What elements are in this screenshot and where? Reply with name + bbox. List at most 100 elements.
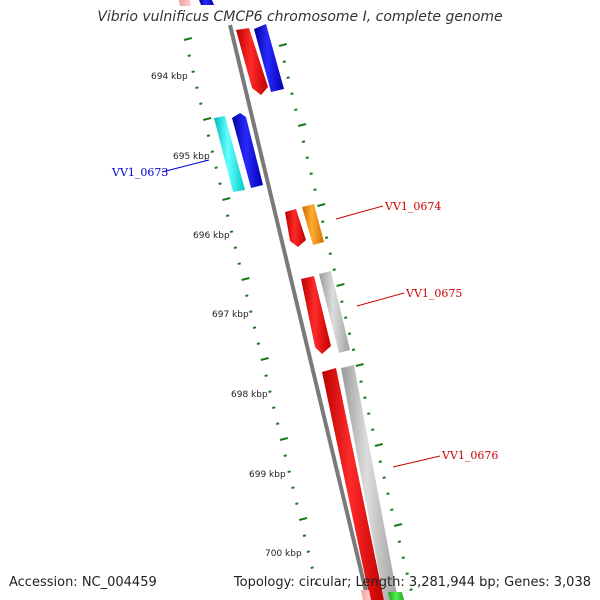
minor-tick [401, 556, 406, 559]
major-tick [336, 283, 345, 287]
gene-feature-gray[interactable] [341, 365, 398, 600]
major-tick [241, 277, 250, 281]
major-tick [260, 357, 269, 361]
major-tick [279, 437, 289, 441]
minor-tick [225, 214, 230, 217]
scale-label: 698 kbp [231, 390, 268, 400]
gene-feature-blue[interactable] [254, 24, 284, 92]
chromosome-backbone [228, 24, 370, 600]
minor-tick [359, 380, 363, 383]
major-tick [355, 363, 364, 367]
scale-label: 700 kbp [265, 549, 302, 559]
minor-tick [256, 342, 261, 345]
major-tick [297, 123, 307, 127]
minor-tick [218, 182, 222, 185]
callout-leader-line [392, 455, 441, 468]
gene-label-vv1-0675[interactable]: VV1_0675 [405, 287, 462, 300]
minor-tick-marks-inner [183, 37, 318, 585]
minor-tick [233, 246, 238, 249]
scale-label: 699 kbp [249, 470, 286, 480]
minor-tick [287, 470, 291, 473]
minor-tick [195, 86, 199, 89]
minor-tick [351, 348, 356, 351]
gene-feature-blue[interactable] [232, 113, 263, 188]
scale-label: 695 kbp [173, 152, 210, 162]
minor-tick [320, 220, 325, 223]
minor-tick [332, 268, 336, 271]
minor-tick [305, 156, 310, 159]
gene-feature-red[interactable] [322, 368, 384, 600]
gene-feature-green[interactable] [388, 592, 404, 600]
minor-tick [206, 134, 211, 137]
minor-tick [313, 188, 317, 191]
gene-feature-orange[interactable] [302, 204, 324, 245]
scale-labels: 694 kbp 695 kbp 696 kbp 697 kbp 698 kbp … [151, 72, 302, 559]
scale-label: 696 kbp [193, 231, 230, 241]
minor-tick [214, 166, 218, 169]
minor-tick [301, 140, 306, 143]
minor-tick [390, 508, 394, 511]
scale-label: 694 kbp [151, 72, 188, 82]
minor-tick [210, 150, 215, 153]
minor-tick [306, 550, 311, 553]
minor-tick [310, 566, 314, 569]
minor-tick [249, 310, 253, 313]
major-tick [278, 43, 288, 47]
gene-feature-red[interactable] [285, 209, 306, 247]
gene-features[interactable] [179, 0, 404, 600]
minor-tick [324, 236, 329, 239]
minor-tick [409, 588, 413, 591]
minor-tick [294, 108, 298, 111]
genome-summary-text: Topology: circular; Length: 3,281,944 bp… [233, 575, 591, 590]
minor-tick [344, 316, 348, 319]
minor-tick [272, 406, 276, 409]
minor-tick [363, 396, 367, 399]
minor-tick [382, 476, 386, 479]
minor-tick [245, 294, 249, 297]
minor-tick [386, 492, 390, 495]
minor-tick [229, 230, 234, 233]
major-tick [298, 517, 308, 521]
minor-tick [286, 76, 290, 79]
minor-tick [268, 390, 272, 393]
accession-text: Accession: NC_004459 [9, 575, 157, 590]
minor-tick [275, 422, 280, 425]
minor-tick [191, 70, 195, 73]
major-tick [222, 197, 231, 201]
minor-tick [314, 582, 318, 585]
minor-tick [367, 412, 371, 415]
gene-feature-cyan[interactable] [214, 116, 245, 192]
gene-label-vv1-0673[interactable]: VV1_0673 [111, 166, 168, 179]
minor-tick [291, 486, 295, 489]
major-tick [317, 203, 326, 207]
gene-feature-pink[interactable] [361, 590, 371, 600]
major-tick [202, 117, 212, 121]
gene-label-vv1-0674[interactable]: VV1_0674 [384, 200, 441, 213]
minor-tick [340, 300, 344, 303]
scale-label: 697 kbp [212, 310, 249, 320]
minor-tick [187, 54, 192, 57]
major-tick [183, 37, 193, 41]
major-tick [393, 523, 403, 527]
minor-tick [347, 332, 352, 335]
minor-tick-marks-outer [278, 43, 413, 591]
minor-tick [397, 540, 402, 543]
minor-tick [370, 428, 375, 431]
gene-feature-blue[interactable] [199, 0, 214, 5]
gene-callouts[interactable]: VV1_0673 VV1_0674 VV1_0675 VV1_0676 [111, 159, 498, 468]
minor-tick [295, 502, 299, 505]
callout-leader-line [356, 292, 405, 307]
gene-feature-red[interactable] [301, 276, 331, 354]
callout-leader-line [161, 159, 210, 173]
gene-feature-gray[interactable] [319, 271, 350, 353]
gene-feature-pink[interactable] [179, 0, 191, 6]
minor-tick [199, 102, 203, 105]
minor-tick [290, 92, 294, 95]
gene-feature-red[interactable] [236, 28, 268, 95]
gene-label-vv1-0676[interactable]: VV1_0676 [441, 449, 498, 462]
minor-tick [405, 572, 409, 575]
minor-tick [252, 326, 257, 329]
minor-tick [378, 460, 383, 463]
